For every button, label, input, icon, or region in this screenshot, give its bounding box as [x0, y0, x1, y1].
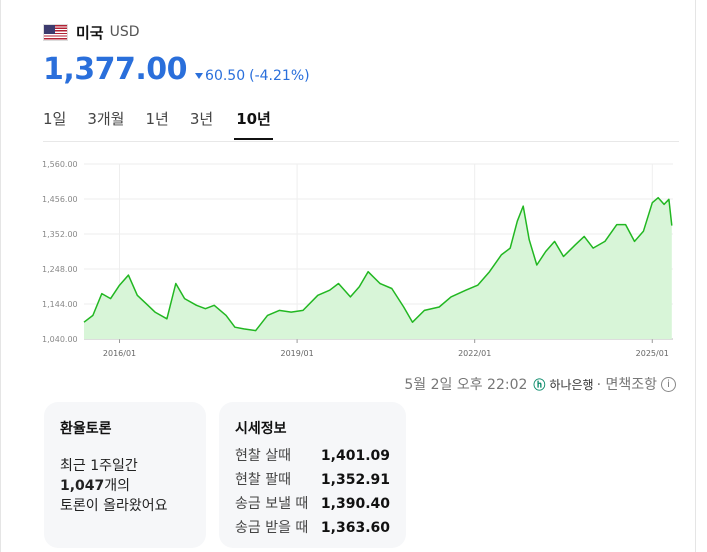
x-tick-label: 2016/01 — [103, 349, 136, 358]
y-tick-label: 1,352.00 — [42, 230, 78, 239]
rate-label: 현찰 살때 — [235, 448, 291, 464]
hana-bank-logo-icon: ⓗ — [533, 377, 546, 392]
down-arrow-icon — [195, 73, 204, 79]
exchange-rate-value: 1,377.00 — [43, 52, 188, 87]
series-line — [83, 196, 673, 332]
rate-value: 1,363.60 — [320, 520, 390, 536]
tab-10y[interactable]: 10년 — [234, 108, 273, 140]
rate-label: 송금 보낼 때 — [235, 496, 309, 512]
rate-label: 현찰 팔때 — [235, 472, 291, 488]
y-tick-label: 1,456.00 — [42, 195, 78, 204]
discussion-line1: 최근 1주일간 — [60, 458, 138, 474]
rates-title: 시세정보 — [235, 421, 287, 437]
change-amount: 60.50 — [205, 68, 246, 84]
period-tabs: 1일 3개월 1년 3년 10년 — [43, 108, 294, 140]
rate-label: 송금 받을 때 — [235, 520, 309, 536]
left-frame-border — [0, 0, 1, 552]
rate-value: 1,390.40 — [320, 496, 390, 512]
tab-3y[interactable]: 3년 — [189, 110, 214, 128]
rates-card: 시세정보 현찰 살때 1,401.09 현찰 팔때 1,352.91 송금 보낼… — [219, 402, 406, 548]
price-change: 60.50 (-4.21%) — [195, 68, 310, 84]
rate-row-cash-buy: 현찰 살때 1,401.09 — [235, 444, 390, 468]
y-tick-label: 1,144.00 — [42, 300, 78, 309]
series-area — [84, 197, 672, 339]
rate-row-send: 송금 보낼 때 1,390.40 — [235, 492, 390, 516]
discussion-line2: 1,047개의 — [60, 476, 190, 496]
update-timestamp: 5월 2일 오후 22:02 — [404, 377, 528, 393]
discussion-count-suffix: 개의 — [104, 478, 131, 494]
currency-header: 미국 USD — [43, 20, 140, 44]
y-tick-label: 1,560.00 — [42, 160, 78, 169]
bank-name: 하나은행 — [549, 377, 594, 392]
currency-code: USD — [109, 24, 140, 40]
rate-row-receive: 송금 받을 때 1,363.60 — [235, 516, 390, 540]
discussion-line3: 토론이 올라왔어요 — [60, 498, 168, 514]
discussion-text: 최근 1주일간 1,047개의 토론이 올라왔어요 — [60, 456, 190, 516]
us-flag-icon — [43, 23, 68, 41]
discussion-count: 1,047 — [60, 478, 105, 494]
chart-divider — [43, 141, 679, 142]
discussion-card[interactable]: 환율토론 최근 1주일간 1,047개의 토론이 올라왔어요 — [44, 402, 206, 548]
exchange-rate-chart[interactable]: 1,560.00 1,456.00 1,352.00 1,248.00 1,144.00… — [38, 150, 678, 365]
rate-value: 1,352.91 — [320, 472, 390, 488]
y-tick-label: 1,040.00 — [42, 335, 78, 344]
change-percent: (-4.21%) — [249, 68, 310, 84]
discussion-title: 환율토론 — [60, 421, 112, 437]
rate-value: 1,401.09 — [320, 448, 390, 464]
tab-1d[interactable]: 1일 — [43, 110, 67, 128]
source-info: 5월 2일 오후 22:02 ⓗ 하나은행 · 면책조항 i — [404, 374, 676, 394]
price-row: 1,377.00 60.50 (-4.21%) — [43, 52, 310, 87]
tab-1y[interactable]: 1년 — [145, 110, 169, 128]
x-tick-label: 2025/01 — [636, 349, 669, 358]
info-circle-icon[interactable]: i — [661, 376, 676, 392]
chart-svg: 1,560.00 1,456.00 1,352.00 1,248.00 1,144.00… — [42, 160, 673, 358]
x-tick-label: 2022/01 — [458, 349, 491, 358]
y-tick-label: 1,248.00 — [42, 265, 78, 274]
right-frame-border — [695, 0, 696, 552]
x-tick-label: 2019/01 — [280, 349, 313, 358]
disclaimer-link[interactable]: · 면책조항 — [596, 377, 657, 393]
rate-row-cash-sell: 현찰 팔때 1,352.91 — [235, 468, 390, 492]
currency-name: 미국 — [76, 23, 104, 42]
tab-3m[interactable]: 3개월 — [87, 110, 125, 128]
